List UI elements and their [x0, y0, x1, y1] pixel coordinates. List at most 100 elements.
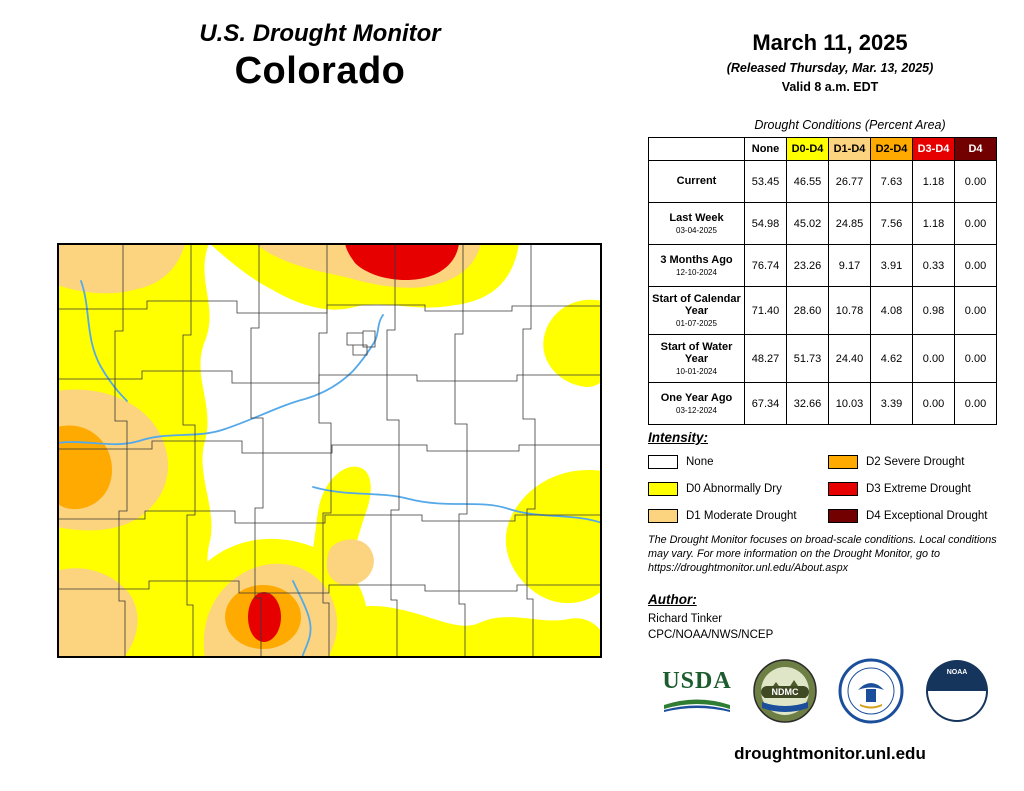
- agency-logos: USDA NDMC NOAA: [642, 658, 1010, 724]
- table-caption: Drought Conditions (Percent Area): [754, 118, 946, 132]
- swatch-d3: [828, 481, 858, 496]
- row-label: Last Week: [669, 212, 724, 225]
- value-cell: 51.73: [786, 334, 829, 383]
- legend-item-none: None: [648, 452, 797, 471]
- legend-label: D2 Severe Drought: [866, 455, 965, 468]
- row-date: 12-10-2024: [676, 267, 717, 277]
- value-cell: 0.98: [912, 286, 955, 335]
- value-cell: 1.18: [912, 160, 955, 203]
- value-cell: 24.85: [828, 202, 871, 245]
- value-cell: 0.00: [954, 334, 997, 383]
- header-d2d4: D2-D4: [870, 137, 913, 161]
- legend-label: D1 Moderate Drought: [686, 509, 797, 522]
- header-d1d4: D1-D4: [828, 137, 871, 161]
- table-row: Start of Calendar Year 01-07-2025 71.40 2…: [648, 286, 997, 335]
- value-cell: 0.00: [954, 160, 997, 203]
- county-boundaries: [57, 243, 602, 658]
- map-date: March 11, 2025: [752, 30, 908, 55]
- value-cell: 71.40: [744, 286, 787, 335]
- value-cell: 7.63: [870, 160, 913, 203]
- value-cell: 48.27: [744, 334, 787, 383]
- footer-url: droughtmonitor.unl.edu: [734, 744, 926, 763]
- legend-label: D0 Abnormally Dry: [686, 482, 782, 495]
- ndmc-logo: NDMC: [753, 659, 817, 723]
- row-label: Start of Calendar Year: [652, 292, 741, 318]
- swatch-d2: [828, 454, 858, 469]
- table-header-row: None D0-D4 D1-D4 D2-D4 D3-D4 D4: [648, 137, 997, 161]
- author-heading: Author:: [648, 592, 697, 607]
- title-block: U.S. Drought Monitor Colorado: [0, 20, 640, 93]
- value-cell: 7.56: [870, 202, 913, 245]
- drought-conditions-table: None D0-D4 D1-D4 D2-D4 D3-D4 D4 Current …: [648, 137, 997, 425]
- swatch-none: [648, 454, 678, 469]
- legend-item-d1: D1 Moderate Drought: [648, 506, 797, 525]
- value-cell: 0.00: [912, 382, 955, 425]
- row-date: 01-07-2025: [676, 319, 717, 329]
- legend-item-d0: D0 Abnormally Dry: [648, 479, 797, 498]
- value-cell: 10.03: [828, 382, 871, 425]
- drought-region-d2: [57, 425, 301, 649]
- table-row: One Year Ago 03-12-2024 67.34 32.66 10.03…: [648, 382, 997, 425]
- value-cell: 0.00: [954, 202, 997, 245]
- value-cell: 4.62: [870, 334, 913, 383]
- value-cell: 4.08: [870, 286, 913, 335]
- usda-logo: USDA: [662, 669, 732, 713]
- swatch-d1: [648, 508, 678, 523]
- drought-region-d3: [248, 243, 459, 642]
- department-of-commerce-seal-logo: [838, 658, 904, 724]
- header-d4: D4: [954, 137, 997, 161]
- noaa-logo: NOAA: [926, 660, 988, 722]
- released-date: (Released Thursday, Mar. 13, 2025): [726, 61, 934, 75]
- state-border: [57, 243, 602, 658]
- value-cell: 3.91: [870, 244, 913, 287]
- value-cell: 28.60: [786, 286, 829, 335]
- legend-column-right: D2 Severe Drought D3 Extreme Drought D4 …: [828, 452, 987, 533]
- value-cell: 26.77: [828, 160, 871, 203]
- value-cell: 23.26: [786, 244, 829, 287]
- author-organization: CPC/NOAA/NWS/NCEP: [648, 629, 774, 641]
- value-cell: 0.00: [954, 286, 997, 335]
- intensity-heading: Intensity:: [648, 430, 709, 445]
- row-date: 03-12-2024: [676, 405, 717, 415]
- value-cell: 0.00: [912, 334, 955, 383]
- value-cell: 0.33: [912, 244, 955, 287]
- legend-label: D4 Exceptional Drought: [866, 509, 988, 522]
- valid-time: Valid 8 a.m. EDT: [781, 80, 879, 94]
- river-lines: [56, 280, 603, 659]
- value-cell: 53.45: [744, 160, 787, 203]
- value-cell: 1.18: [912, 202, 955, 245]
- table-row: Start of Water Year 10-01-2024 48.27 51.7…: [648, 334, 997, 383]
- table-row: 3 Months Ago 12-10-2024 76.74 23.26 9.17 …: [648, 244, 997, 287]
- value-cell: 46.55: [786, 160, 829, 203]
- legend-column-left: None D0 Abnormally Dry D1 Moderate Droug…: [648, 452, 797, 533]
- value-cell: 9.17: [828, 244, 871, 287]
- legend-item-d3: D3 Extreme Drought: [828, 479, 987, 498]
- header-d3d4: D3-D4: [912, 137, 955, 161]
- legend-label: None: [686, 455, 714, 468]
- value-cell: 76.74: [744, 244, 787, 287]
- state-title: Colorado: [234, 50, 406, 92]
- disclaimer-text: The Drought Monitor focuses on broad-sca…: [648, 534, 997, 575]
- value-cell: 10.78: [828, 286, 871, 335]
- value-cell: 54.98: [744, 202, 787, 245]
- author-name: Richard Tinker: [648, 613, 723, 625]
- noaa-logo-text: NOAA: [947, 669, 968, 676]
- row-date: 03-04-2025: [676, 225, 717, 235]
- usda-field-icon: [664, 699, 730, 712]
- usda-logo-text: USDA: [662, 668, 732, 694]
- state-map-svg: [56, 243, 603, 659]
- row-label: 3 Months Ago: [660, 254, 733, 267]
- legend-item-d4: D4 Exceptional Drought: [828, 506, 987, 525]
- swatch-d0: [648, 481, 678, 496]
- row-label: One Year Ago: [660, 392, 733, 405]
- table-row: Last Week 03-04-2025 54.98 45.02 24.85 7.…: [648, 202, 997, 245]
- report-title: U.S. Drought Monitor: [199, 20, 441, 47]
- legend-item-d2: D2 Severe Drought: [828, 452, 987, 471]
- value-cell: 0.00: [954, 244, 997, 287]
- colorado-drought-map: [56, 243, 603, 659]
- row-date: 10-01-2024: [676, 367, 717, 377]
- legend-label: D3 Extreme Drought: [866, 482, 971, 495]
- value-cell: 32.66: [786, 382, 829, 425]
- value-cell: 67.34: [744, 382, 787, 425]
